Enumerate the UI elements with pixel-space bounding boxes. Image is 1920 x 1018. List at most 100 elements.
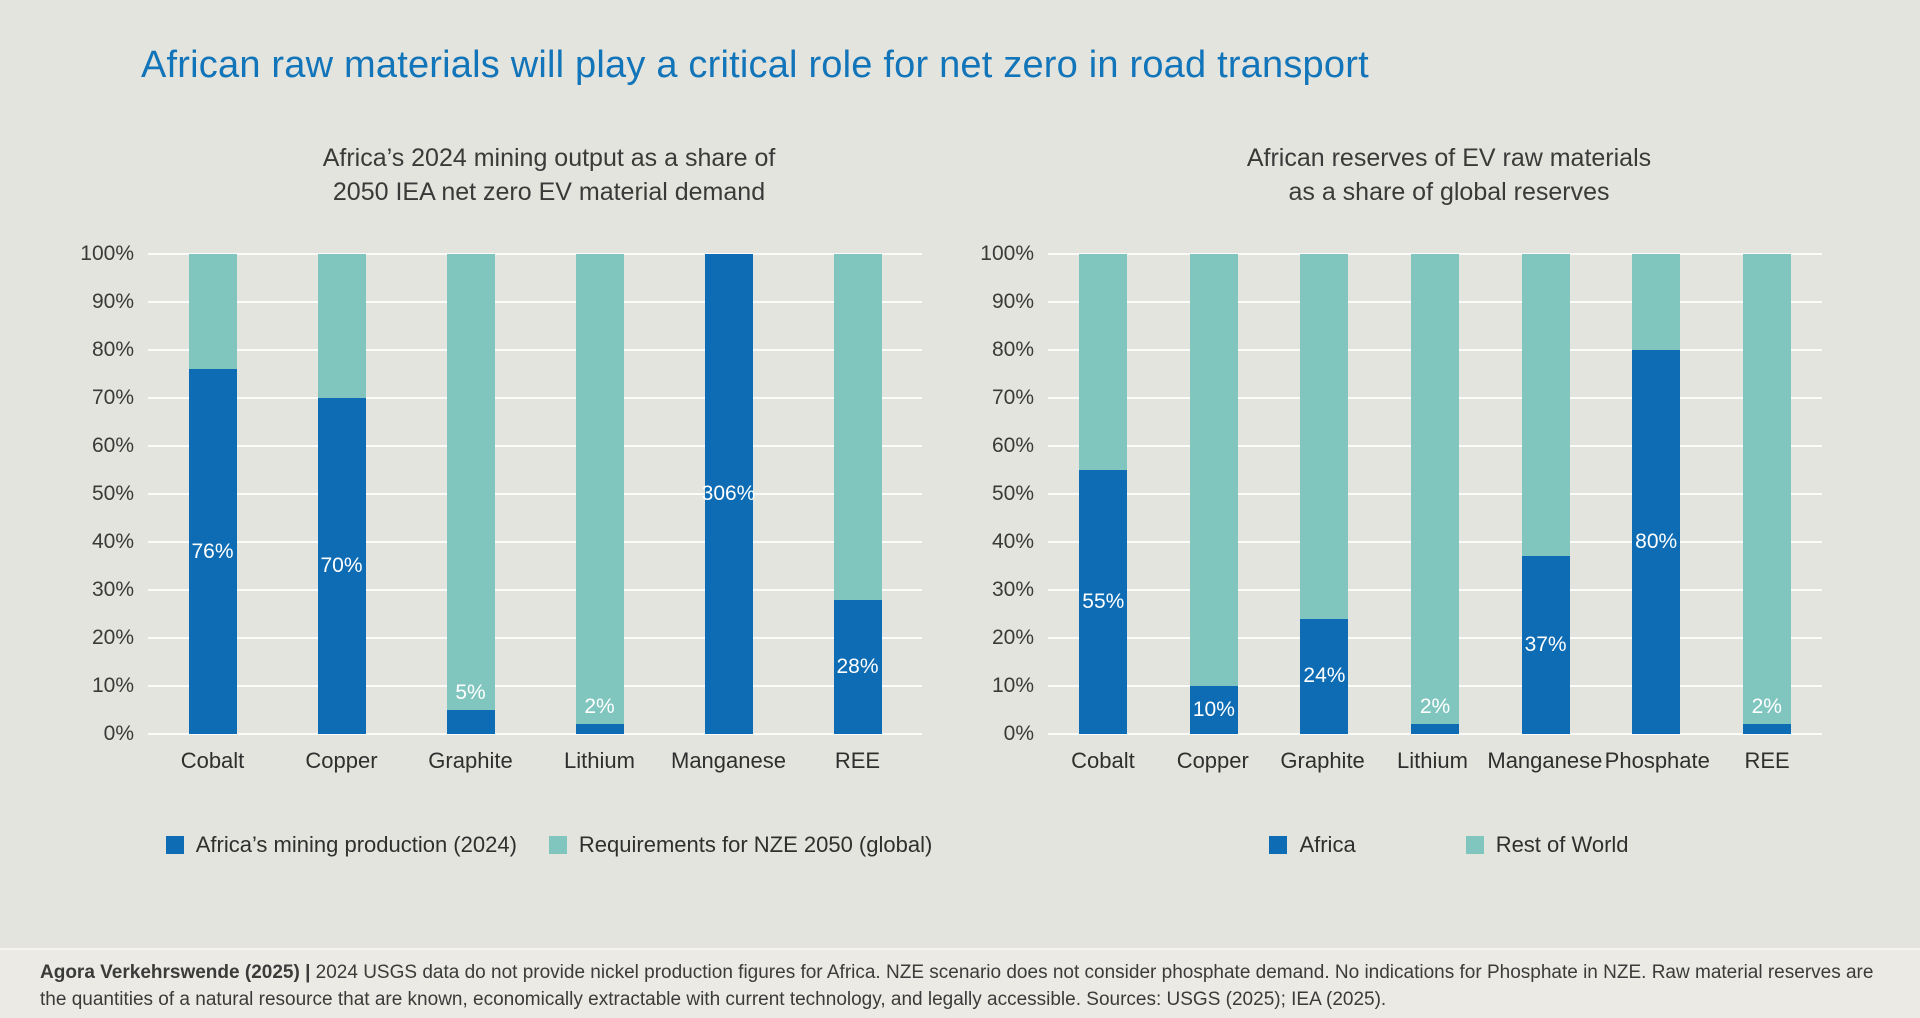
bar-column-lithium: 2% (575, 254, 624, 734)
plot-area: 76% 70% 5% 2% 306% 28% (148, 253, 922, 735)
bar-value-label-cobalt: 55% (1082, 590, 1125, 613)
y-tick-label-20%: 20% (91, 626, 134, 649)
legend-swatch-blue (165, 836, 184, 854)
bar-column-manganese: 306% (701, 254, 756, 734)
bar-lithium: 2% (535, 254, 664, 734)
plot-column: 76% 70% 5% 2% 306% 28% Cobalt Copper Graphite Li… (148, 253, 922, 774)
y-tick-label-100%: 100% (980, 242, 1034, 265)
gridline-100% (148, 253, 922, 255)
x-label-lithium: Lithium (1396, 748, 1468, 773)
legend-label: Rest of World (1495, 832, 1629, 857)
bar-phosphate: 80% (1601, 254, 1712, 734)
x-label-lithium: Lithium (564, 748, 635, 773)
bar-fill-copper (1189, 686, 1238, 734)
bar-value-label-ree: 28% (836, 654, 879, 678)
bar-fill-copper (317, 398, 366, 734)
bar-column-copper: 70% (317, 254, 366, 734)
bar-column-cobalt: 76% (188, 254, 237, 734)
bar-value-label-lithium: 2% (1419, 695, 1451, 719)
bar-fill-ree (1742, 724, 1791, 734)
bar-cobalt: 55% (1048, 254, 1159, 734)
bar-value-label-manganese: 306% (701, 482, 756, 505)
gridline-20% (148, 637, 922, 639)
plot-column: 55% 10% 24% 2% 37% 80% 2% Cobalt Copper Graphite… (1048, 253, 1822, 774)
y-tick-label-70%: 70% (991, 386, 1034, 409)
bar-value-label-manganese: 37% (1524, 633, 1567, 657)
x-label-phosphate: Phosphate (1604, 748, 1710, 773)
y-tick-label-0%: 0% (1003, 722, 1034, 745)
bar-column-graphite: 24% (1300, 254, 1349, 734)
bar-column-lithium: 2% (1411, 254, 1460, 734)
legend-label: Requirements for NZE 2050 (global) (578, 832, 933, 857)
plot-row: 0% 10% 20% 30% 40% 50% 60% 70% 80% 90% 100% 76% 70%… (70, 242, 950, 774)
legend-label: Africa (1299, 832, 1356, 857)
bar-graphite: 5% (406, 254, 535, 734)
bar-column-graphite: 5% (446, 254, 495, 734)
plot-area: 55% 10% 24% 2% 37% 80% 2% (1048, 253, 1822, 735)
gridline-0% (148, 733, 922, 735)
gridline-60% (148, 445, 922, 447)
gridline-0% (1048, 733, 1822, 735)
y-tick-label-90%: 90% (91, 290, 134, 313)
bar-fill-ree (833, 599, 882, 734)
x-label-ree: REE (1744, 748, 1790, 773)
gridline-40% (148, 541, 922, 543)
bar-manganese: 37% (1490, 254, 1601, 734)
bar-graphite: 24% (1269, 254, 1380, 734)
bar-fill-lithium (575, 724, 624, 734)
bar-ree: 2% (1711, 254, 1822, 734)
y-tick-label-0%: 0% (103, 722, 134, 745)
legend-item-africa: Africa (1269, 832, 1356, 858)
bar-value-label-lithium: 2% (584, 695, 615, 719)
legend-item-africa-production: Africa’s mining production (2024) (165, 832, 517, 858)
y-tick-label-20%: 20% (991, 626, 1034, 649)
y-tick-label-60%: 60% (91, 434, 134, 457)
bar-value-label-phosphate: 80% (1635, 530, 1678, 553)
bar-value-label-graphite: 5% (455, 681, 486, 704)
charts-row: Africa’s 2024 mining output as a share o… (0, 142, 1920, 858)
plot-row: 0% 10% 20% 30% 40% 50% 60% 70% 80% 90% 100% 55% 10%… (970, 242, 1850, 774)
bar-fill-cobalt (188, 369, 237, 734)
x-label-manganese: Manganese (1487, 748, 1603, 773)
bar-value-label-cobalt: 76% (191, 539, 234, 563)
page-title: African raw materials will play a critic… (141, 44, 1369, 86)
x-label-copper: Copper (1176, 748, 1249, 773)
bar-fill-cobalt (1079, 470, 1128, 734)
y-tick-label-70%: 70% (91, 386, 134, 409)
chart-title-mining-output: Africa’s 2024 mining output as a share o… (322, 144, 776, 206)
bar-value-label-graphite: 24% (1303, 664, 1346, 688)
bar-copper: 10% (1159, 254, 1270, 734)
y-tick-label-10%: 10% (991, 674, 1034, 697)
legend-item-rest-of-world: Rest of World (1465, 832, 1629, 858)
x-axis-labels: Cobalt Copper Graphite Lithium Manganese REE (148, 748, 922, 774)
legend-item-nze-requirements: Requirements for NZE 2050 (global) (548, 832, 933, 858)
legend-reserves: Africa Rest of World (970, 832, 1850, 858)
y-tick-label-80%: 80% (991, 338, 1034, 361)
bar-column-ree: 2% (1742, 254, 1791, 734)
bar-fill-graphite (1300, 618, 1349, 734)
footer-source-note: Agora Verkehrswende (2025) | 2024 USGS d… (0, 948, 1920, 1018)
y-tick-label-50%: 50% (91, 482, 134, 505)
y-tick-label-60%: 60% (991, 434, 1034, 457)
bar-value-label-copper: 70% (320, 554, 363, 577)
footer-text: Agora Verkehrswende (2025) | 2024 USGS d… (40, 960, 1880, 1013)
bars-group: 55% 10% 24% 2% 37% 80% 2% (1048, 254, 1822, 734)
x-label-cobalt: Cobalt (1071, 748, 1135, 773)
gridline-70% (148, 397, 922, 399)
x-label-manganese: Manganese (671, 748, 786, 773)
legend-swatch-teal (548, 836, 567, 854)
bar-fill-lithium (1411, 724, 1460, 734)
bar-column-manganese: 37% (1521, 254, 1570, 734)
gridline-50% (148, 493, 922, 495)
bar-column-ree: 28% (833, 254, 882, 734)
chart-mining-output: Africa’s 2024 mining output as a share o… (60, 142, 960, 858)
legend-swatch-teal (1465, 836, 1484, 854)
bar-value-label-ree: 2% (1751, 695, 1782, 719)
y-tick-label-40%: 40% (991, 530, 1034, 553)
y-tick-label-100%: 100% (80, 242, 134, 265)
bar-ree: 28% (793, 254, 922, 734)
y-axis: 0% 10% 20% 30% 40% 50% 60% 70% 80% 90% 100% (70, 242, 148, 745)
x-label-ree: REE (834, 748, 881, 773)
chart-reserves: African reserves of EV raw materials as … (960, 142, 1860, 858)
bar-copper: 70% (277, 254, 406, 734)
